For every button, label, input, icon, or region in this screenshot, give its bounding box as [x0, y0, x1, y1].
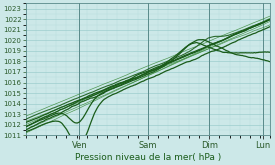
- X-axis label: Pression niveau de la mer( hPa ): Pression niveau de la mer( hPa ): [75, 152, 221, 162]
